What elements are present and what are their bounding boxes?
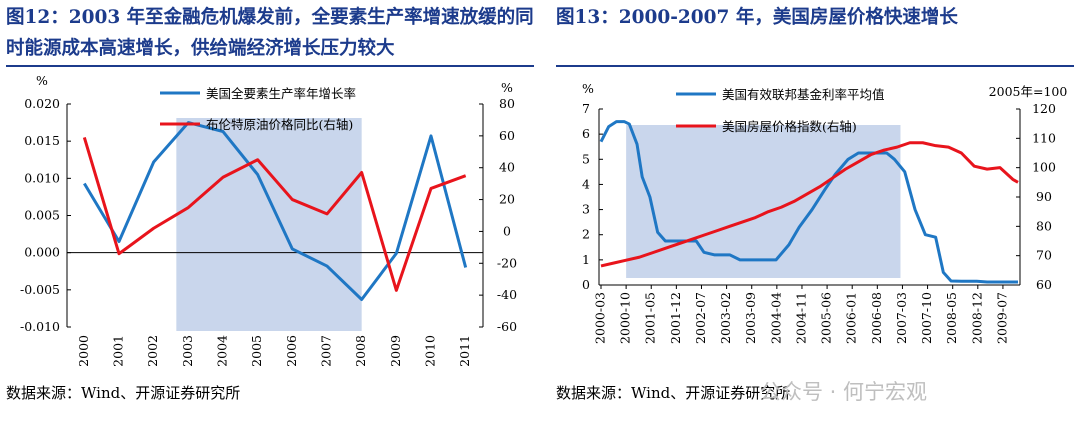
figure-12-chart: 0.020 0.015 0.010 0.005 0.000 -0.005 -0.010 80 6… [20, 73, 517, 367]
right-tick-label: 0 [503, 223, 511, 238]
figure-12-title: 图12：2003 年至金融危机爆发前，全要素生产率增速放缓的同时能源成本高速增长… [6, 7, 534, 59]
left-tick-label: 5 [582, 151, 590, 166]
x-tick-label: 2008 [353, 335, 368, 367]
left-tick-label: 3 [582, 202, 590, 217]
x-tick-label: 2007-10 [919, 292, 934, 344]
x-tick-label: 2001-12 [668, 292, 683, 344]
x-tick-label: 2005 [249, 335, 264, 367]
x-tick-label: 2000-03 [593, 292, 608, 344]
left-tick-label: 0.020 [24, 96, 60, 111]
right-tick-label: 120 [1032, 101, 1056, 116]
right-tick-label: 40 [499, 160, 515, 175]
x-tick-label: 2005-06 [819, 292, 834, 344]
left-axis-unit: % [582, 81, 594, 96]
left-tick-label: 0 [582, 277, 590, 292]
left-tick-label: 1 [582, 252, 590, 267]
right-axis-unit: % [501, 80, 513, 95]
right-tick-label: 20 [499, 192, 515, 207]
left-tick-label: 4 [582, 176, 590, 191]
right-tick-label: 70 [1036, 248, 1052, 263]
x-tick-label: 2008-12 [969, 292, 984, 344]
figure-12-source: 数据来源：Wind、开源证券研究所 [6, 384, 241, 402]
left-tick-label: -0.010 [20, 319, 60, 334]
x-tick-label: 2001 [111, 335, 126, 367]
x-tick-label: 2010 [423, 335, 438, 367]
right-tick-label: -60 [497, 319, 517, 334]
x-tick-label: 2002-07 [693, 292, 708, 344]
x-tick-label: 2008-05 [944, 292, 959, 344]
left-tick-label: 0.010 [24, 170, 60, 185]
x-tick-label: 2009-07 [994, 292, 1009, 344]
left-axis-unit: % [36, 73, 48, 88]
legend-label: 美国全要素生产率年增长率 [206, 86, 356, 101]
right-tick-label: -40 [497, 287, 517, 302]
right-tick-label: 60 [1036, 277, 1052, 292]
figure-12-title-rule [6, 65, 534, 67]
legend-label: 美国房屋价格指数(右轴) [722, 119, 857, 134]
x-tick-label: 2011 [457, 335, 472, 367]
figure-13-chart: 7 6 5 4 3 2 1 0 120 110 100 90 80 70 60% 2005年=100 2000-… [582, 81, 1068, 344]
x-tick-label: 2004-11 [793, 292, 808, 344]
legend-label: 布伦特原油价格同比(右轴) [206, 117, 353, 132]
x-tick-label: 2002 [145, 335, 160, 367]
left-tick-label: 0.000 [24, 245, 60, 260]
right-tick-label: 110 [1032, 130, 1056, 145]
figure-13-source: 数据来源：Wind、开源证券研究所 [556, 384, 791, 402]
left-tick-label: -0.005 [20, 282, 60, 297]
x-tick-label: 2004-04 [768, 292, 783, 344]
x-tick-label: 2006 [284, 335, 299, 367]
right-tick-label: 100 [1032, 160, 1056, 175]
shaded-period-band [626, 125, 901, 278]
x-tick-label: 2007 [319, 335, 334, 367]
shaded-period-band [176, 118, 362, 331]
x-tick-label: 2001-05 [643, 292, 658, 344]
tfp-growth-line [83, 121, 468, 301]
brent-yoy-line [82, 137, 467, 292]
right-tick-label: 60 [499, 128, 515, 143]
right-tick-label: 90 [1036, 189, 1052, 204]
left-tick-label: 0.005 [24, 208, 60, 223]
x-tick-label: 2007-03 [894, 292, 909, 344]
x-tick-label: 2003 [180, 335, 195, 367]
right-tick-label: 80 [499, 96, 515, 111]
left-tick-label: 6 [582, 126, 590, 141]
x-tick-label: 2000-10 [618, 292, 633, 344]
left-tick-label: 2 [582, 227, 590, 242]
right-tick-label: -20 [497, 255, 517, 270]
fed-funds-line [599, 120, 1018, 284]
right-tick-label: 80 [1036, 218, 1052, 233]
x-tick-label: 2004 [215, 335, 230, 367]
x-tick-label: 2000 [76, 335, 91, 367]
left-tick-label: 0.015 [24, 133, 60, 148]
x-tick-label: 2009 [388, 335, 403, 367]
figure-13-title: 图13：2000-2007 年，美国房屋价格快速增长 [556, 7, 958, 28]
legend-label: 美国有效联邦基金利率平均值 [722, 87, 885, 102]
right-axis-unit: 2005年=100 [989, 84, 1068, 99]
figure-13-title-rule [556, 65, 1074, 67]
house-price-index-line [600, 141, 1019, 268]
x-tick-label: 2003-09 [743, 292, 758, 344]
x-tick-label: 2003-02 [718, 292, 733, 344]
watermark: 公众号 · 何宁宏观 [760, 380, 928, 404]
left-tick-label: 7 [582, 101, 590, 116]
x-tick-label: 2006-01 [844, 292, 859, 344]
x-tick-label: 2006-08 [869, 292, 884, 344]
